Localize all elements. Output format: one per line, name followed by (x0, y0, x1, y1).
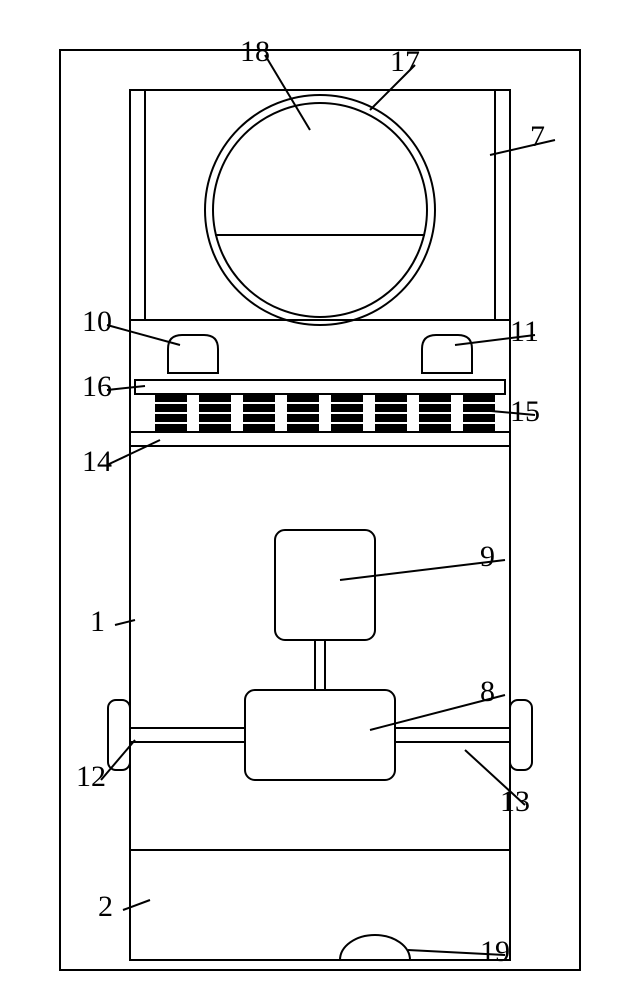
callout-10: 10 (82, 305, 112, 339)
callout-18: 18 (240, 35, 270, 69)
callout-7: 7 (530, 120, 545, 154)
callout-1: 1 (90, 605, 105, 639)
callout-2: 2 (98, 890, 113, 924)
callout-13: 13 (500, 785, 530, 819)
callout-12: 12 (76, 760, 106, 794)
callout-11: 11 (510, 315, 539, 349)
callout-9: 9 (480, 540, 495, 574)
callout-17: 17 (390, 45, 420, 79)
callout-8: 8 (480, 675, 495, 709)
callout-19: 19 (480, 935, 510, 969)
callout-14: 14 (82, 445, 112, 479)
callout-16: 16 (82, 370, 112, 404)
callout-15: 15 (510, 395, 540, 429)
